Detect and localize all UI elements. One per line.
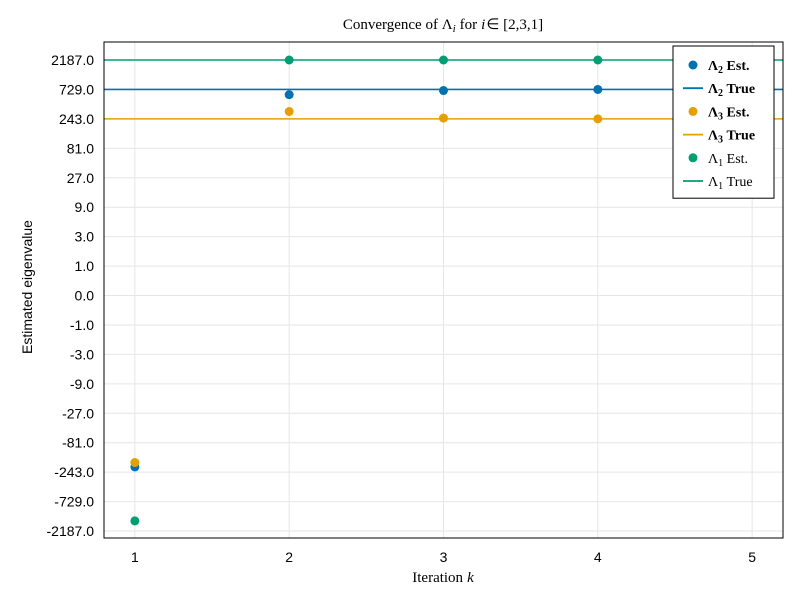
chart-title-for: for [460, 17, 478, 33]
x-tick-label: 4 [594, 549, 602, 565]
legend-marker [688, 153, 698, 163]
estimate-point [439, 86, 448, 96]
x-axis-label-var: k [467, 570, 474, 586]
estimate-point [593, 55, 603, 65]
legend-label-subscript: 2 [718, 65, 723, 76]
estimate-point [439, 55, 448, 65]
legend-label-symbol: Λ [708, 105, 718, 120]
y-tick-label: 0.0 [75, 288, 95, 304]
legend-label-text: Est. [723, 105, 749, 120]
legend-label-subscript: 3 [718, 135, 723, 146]
y-tick-label: -1.0 [70, 317, 94, 333]
y-axis-label: Estimated eigenvalue [19, 220, 35, 354]
estimate-point [593, 114, 603, 124]
estimate-point [284, 106, 294, 116]
legend-label-text: Est. [723, 152, 748, 167]
tick-layer: 1 2 3 4 5 2187.0 729.0 243.0 81.0 27.0 9.0 3.0 1.0 0.… [47, 52, 757, 565]
y-tick-label: -243.0 [54, 464, 94, 480]
legend-label-subscript: 1 [718, 158, 723, 169]
plot-frame [103, 41, 784, 539]
legend-label-subscript: 1 [718, 181, 723, 192]
x-tick-label: 3 [440, 549, 448, 565]
estimate-point [284, 90, 294, 100]
legend-label: Λ2 Est. [708, 59, 750, 76]
legend-label: Λ3 True [708, 129, 755, 146]
legend-label-text: True [723, 82, 755, 97]
chart-title-subscript: i [453, 23, 456, 35]
x-axis-label-main: Iteration [412, 570, 463, 586]
y-tick-label: -729.0 [54, 494, 94, 510]
chart-title: Convergence of Λi for i∈ [2,3,1] [343, 17, 543, 35]
chart-title-var: i [481, 17, 485, 33]
legend-label-symbol: Λ [708, 59, 718, 74]
legend-label-symbol: Λ [708, 152, 719, 167]
chart-title-set: ∈ [2,3,1] [486, 17, 543, 33]
legend-marker [688, 60, 698, 70]
legend-label: Λ1 Est. [708, 152, 748, 169]
x-tick-label: 2 [285, 549, 293, 565]
y-tick-label: 27.0 [67, 170, 94, 186]
legend-label: Λ1 True [708, 175, 753, 192]
legend-label-text: True [723, 175, 752, 190]
estimate-point [130, 516, 140, 526]
y-tick-label: 81.0 [67, 140, 94, 156]
legend-label: Λ2 True [708, 82, 755, 99]
y-tick-label: 9.0 [75, 199, 95, 215]
y-tick-label: 3.0 [75, 229, 95, 245]
y-tick-label: -81.0 [62, 435, 94, 451]
estimate-point [130, 458, 140, 468]
chart-title-main: Convergence of Λ [343, 17, 453, 33]
y-tick-label: -3.0 [70, 346, 94, 362]
estimate-point [439, 113, 448, 123]
series-layer [104, 55, 783, 526]
legend-box [672, 45, 775, 199]
estimate-point [284, 55, 294, 65]
legend-label-text: Est. [723, 59, 749, 74]
y-tick-label: 729.0 [59, 81, 94, 97]
legend-marker [688, 106, 698, 116]
y-tick-label: -2187.0 [47, 523, 95, 539]
x-tick-label: 5 [748, 549, 756, 565]
y-tick-label: -9.0 [70, 376, 94, 392]
y-tick-label: 1.0 [75, 258, 95, 274]
legend-label-text: True [723, 129, 755, 144]
legend-label: Λ3 Est. [708, 105, 750, 122]
y-tick-label: -27.0 [62, 405, 94, 421]
y-tick-label: 2187.0 [51, 52, 94, 68]
legend-label-symbol: Λ [708, 82, 718, 97]
legend-label-subscript: 3 [718, 111, 723, 122]
legend-label-subscript: 2 [718, 88, 723, 99]
x-tick-label: 1 [131, 549, 139, 565]
x-axis-label: Iteration k [412, 570, 474, 586]
y-tick-label: 243.0 [59, 111, 94, 127]
estimate-point [593, 84, 603, 94]
legend-label-symbol: Λ [708, 175, 719, 190]
legend-label-symbol: Λ [708, 129, 718, 144]
